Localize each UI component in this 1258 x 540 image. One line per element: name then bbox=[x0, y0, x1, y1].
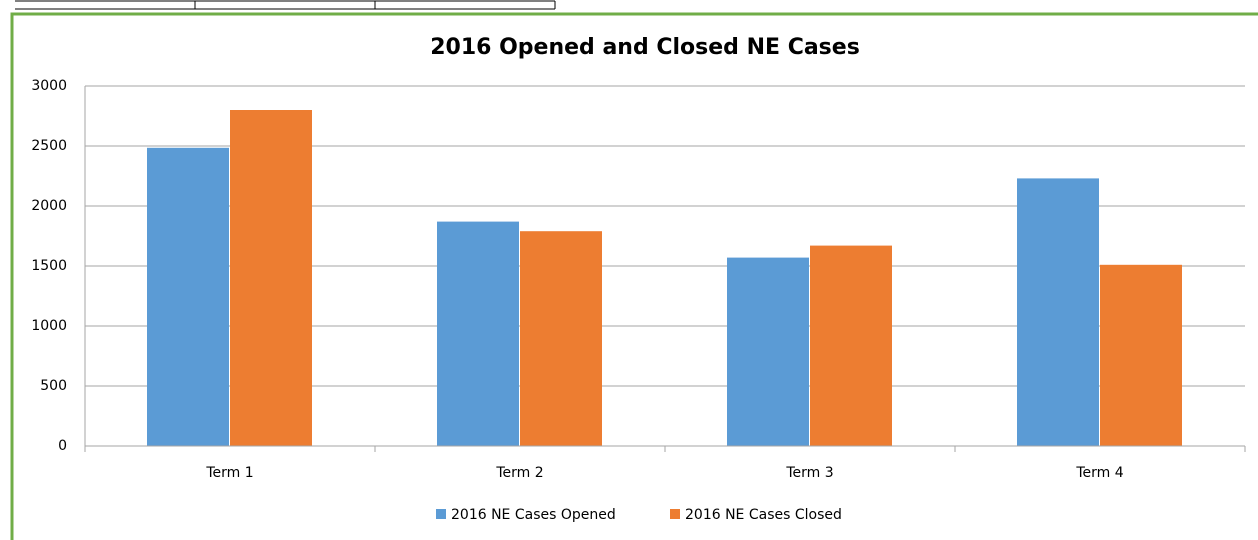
y-tick-label: 0 bbox=[58, 438, 67, 454]
y-tick-label: 2000 bbox=[31, 198, 67, 214]
legend-swatch bbox=[436, 509, 446, 519]
bar bbox=[230, 110, 312, 446]
x-tick-label: Term 4 bbox=[1075, 465, 1123, 481]
top-table bbox=[15, 0, 556, 10]
bar bbox=[520, 231, 602, 446]
y-tick-label: 1000 bbox=[31, 318, 67, 334]
y-tick-label: 500 bbox=[40, 378, 67, 394]
frame bbox=[10, 12, 1258, 540]
bar bbox=[727, 257, 809, 446]
bar bbox=[810, 245, 892, 446]
x-tick-label: Term 3 bbox=[785, 465, 833, 481]
legend-label: 2016 NE Cases Opened bbox=[451, 507, 616, 523]
y-tick-label: 1500 bbox=[31, 258, 67, 274]
legend-label: 2016 NE Cases Closed bbox=[685, 507, 842, 523]
legend-swatch bbox=[670, 509, 680, 519]
y-tick-label: 3000 bbox=[31, 78, 67, 94]
y-tick-label: 2500 bbox=[31, 138, 67, 154]
bar bbox=[437, 221, 519, 446]
x-tick-label: Term 1 bbox=[205, 465, 253, 481]
bar bbox=[1100, 264, 1182, 446]
bar bbox=[147, 147, 229, 447]
chart-title: 2016 Opened and Closed NE Cases bbox=[430, 35, 860, 60]
bar bbox=[1017, 178, 1099, 446]
x-tick-label: Term 2 bbox=[495, 465, 543, 481]
